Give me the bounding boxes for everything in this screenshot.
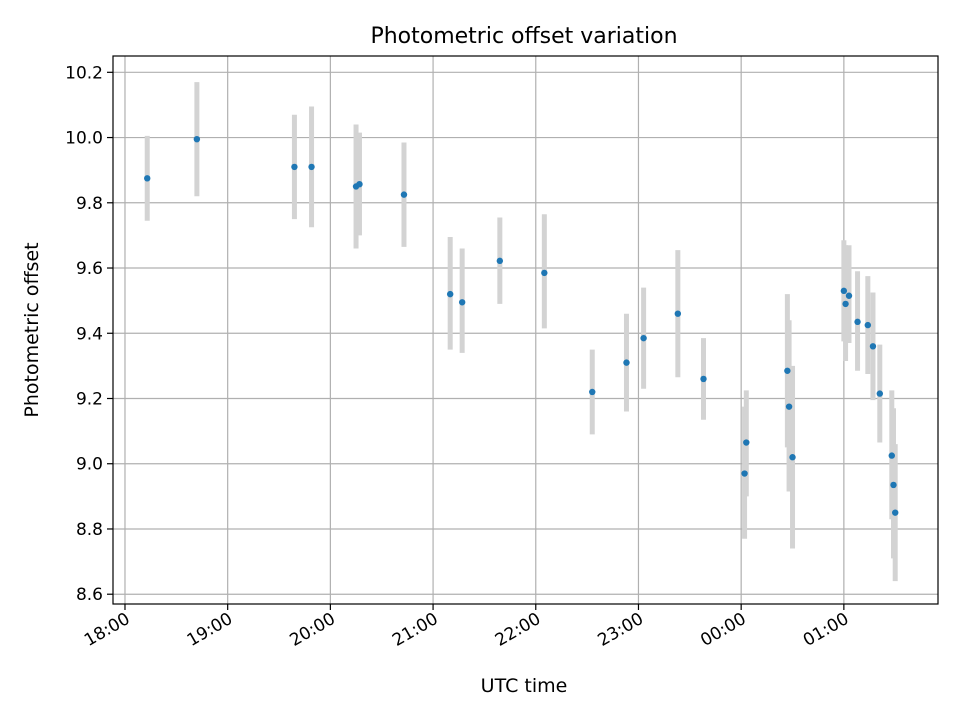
data-point	[308, 163, 315, 171]
y-axis-ticks: 8.6 8.8 9.0 9.2 9.4 9.6 9.8 10.0 10.2	[65, 63, 113, 605]
y-tick-label: 9.0	[76, 455, 103, 475]
data-point	[291, 163, 298, 171]
data-point	[541, 269, 548, 277]
chart-title: Photometric offset variation	[370, 24, 677, 49]
data-point	[741, 470, 748, 477]
data-point	[876, 390, 884, 397]
data-point	[674, 310, 682, 317]
data-point	[845, 292, 853, 299]
data-point	[589, 388, 596, 396]
data-point	[869, 343, 877, 350]
y-tick-label: 9.6	[76, 259, 103, 279]
data-point	[356, 180, 363, 188]
data-point	[864, 321, 872, 329]
y-tick-label: 9.4	[76, 324, 103, 344]
y-axis-label: Photometric offset	[21, 242, 43, 417]
y-tick-label: 10.0	[65, 129, 103, 149]
data-point	[446, 290, 454, 298]
y-tick-label: 9.8	[76, 194, 103, 214]
data-point	[496, 257, 504, 265]
data-point	[842, 300, 849, 308]
data-point	[640, 334, 647, 342]
data-point	[840, 287, 848, 295]
y-tick-label: 9.2	[76, 390, 103, 410]
data-point	[700, 375, 707, 383]
x-axis-label: UTC time	[481, 675, 568, 697]
data-point	[458, 299, 466, 306]
y-tick-label: 8.6	[76, 585, 103, 605]
data-point	[888, 452, 895, 459]
data-point	[193, 135, 201, 143]
grid-lines	[113, 56, 938, 604]
data-points	[144, 135, 899, 516]
data-point	[854, 318, 861, 326]
data-point	[400, 191, 408, 198]
data-point	[785, 403, 793, 410]
data-point	[144, 175, 151, 182]
data-point	[890, 481, 897, 489]
data-point	[743, 439, 750, 446]
y-tick-label: 10.2	[65, 63, 103, 83]
plot-frame	[112, 55, 939, 605]
data-point	[623, 359, 630, 366]
data-point	[784, 367, 791, 374]
y-tick-label: 8.8	[76, 520, 103, 540]
data-point	[789, 454, 796, 461]
data-point	[892, 509, 899, 516]
